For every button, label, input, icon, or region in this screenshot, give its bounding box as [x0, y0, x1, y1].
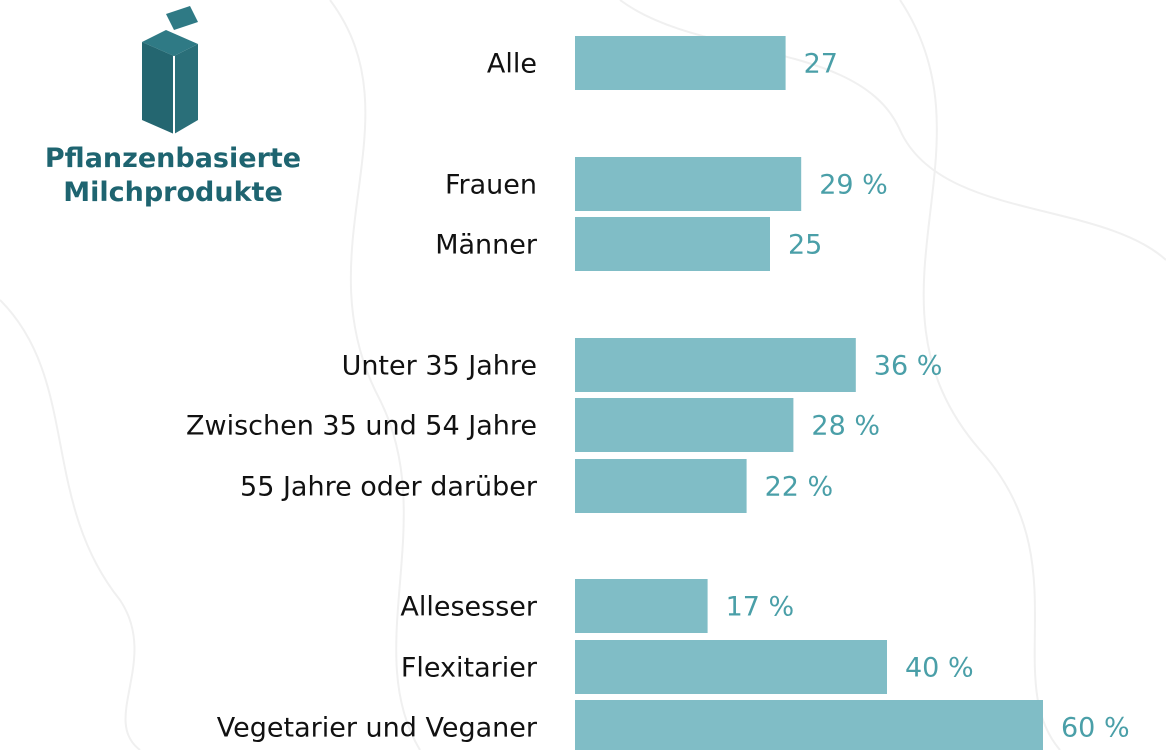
category-label: Unter 35 Jahre	[342, 351, 537, 382]
value-label: 36 %	[874, 351, 943, 382]
category-label: 55 Jahre oder darüber	[240, 472, 538, 503]
bar	[575, 459, 747, 513]
bar	[575, 579, 708, 633]
category-label: Alle	[487, 49, 537, 80]
bar	[575, 700, 1043, 750]
chart-title: Pflanzenbasierte Milchprodukte	[44, 143, 302, 208]
category-label: Vegetarier und Veganer	[217, 713, 538, 744]
value-label: 60 %	[1061, 713, 1130, 744]
value-label: 17 %	[726, 592, 795, 623]
bar	[575, 338, 856, 392]
bar	[575, 640, 887, 694]
bar	[575, 217, 770, 271]
value-label: 22 %	[765, 472, 834, 503]
bar	[575, 398, 794, 452]
bar	[575, 36, 786, 90]
value-label: 25	[788, 230, 822, 261]
milk-carton-icon	[142, 6, 198, 134]
value-label: 29 %	[819, 170, 888, 201]
category-label: Zwischen 35 und 54 Jahre	[186, 411, 537, 442]
value-label: 27	[804, 49, 838, 80]
category-label: Frauen	[445, 170, 537, 201]
value-label: 28 %	[811, 411, 880, 442]
category-label: Männer	[435, 230, 538, 261]
category-label: Flexitarier	[401, 653, 538, 684]
bar	[575, 157, 802, 211]
category-label: Allesesser	[400, 592, 538, 623]
value-label: 40 %	[905, 653, 974, 684]
